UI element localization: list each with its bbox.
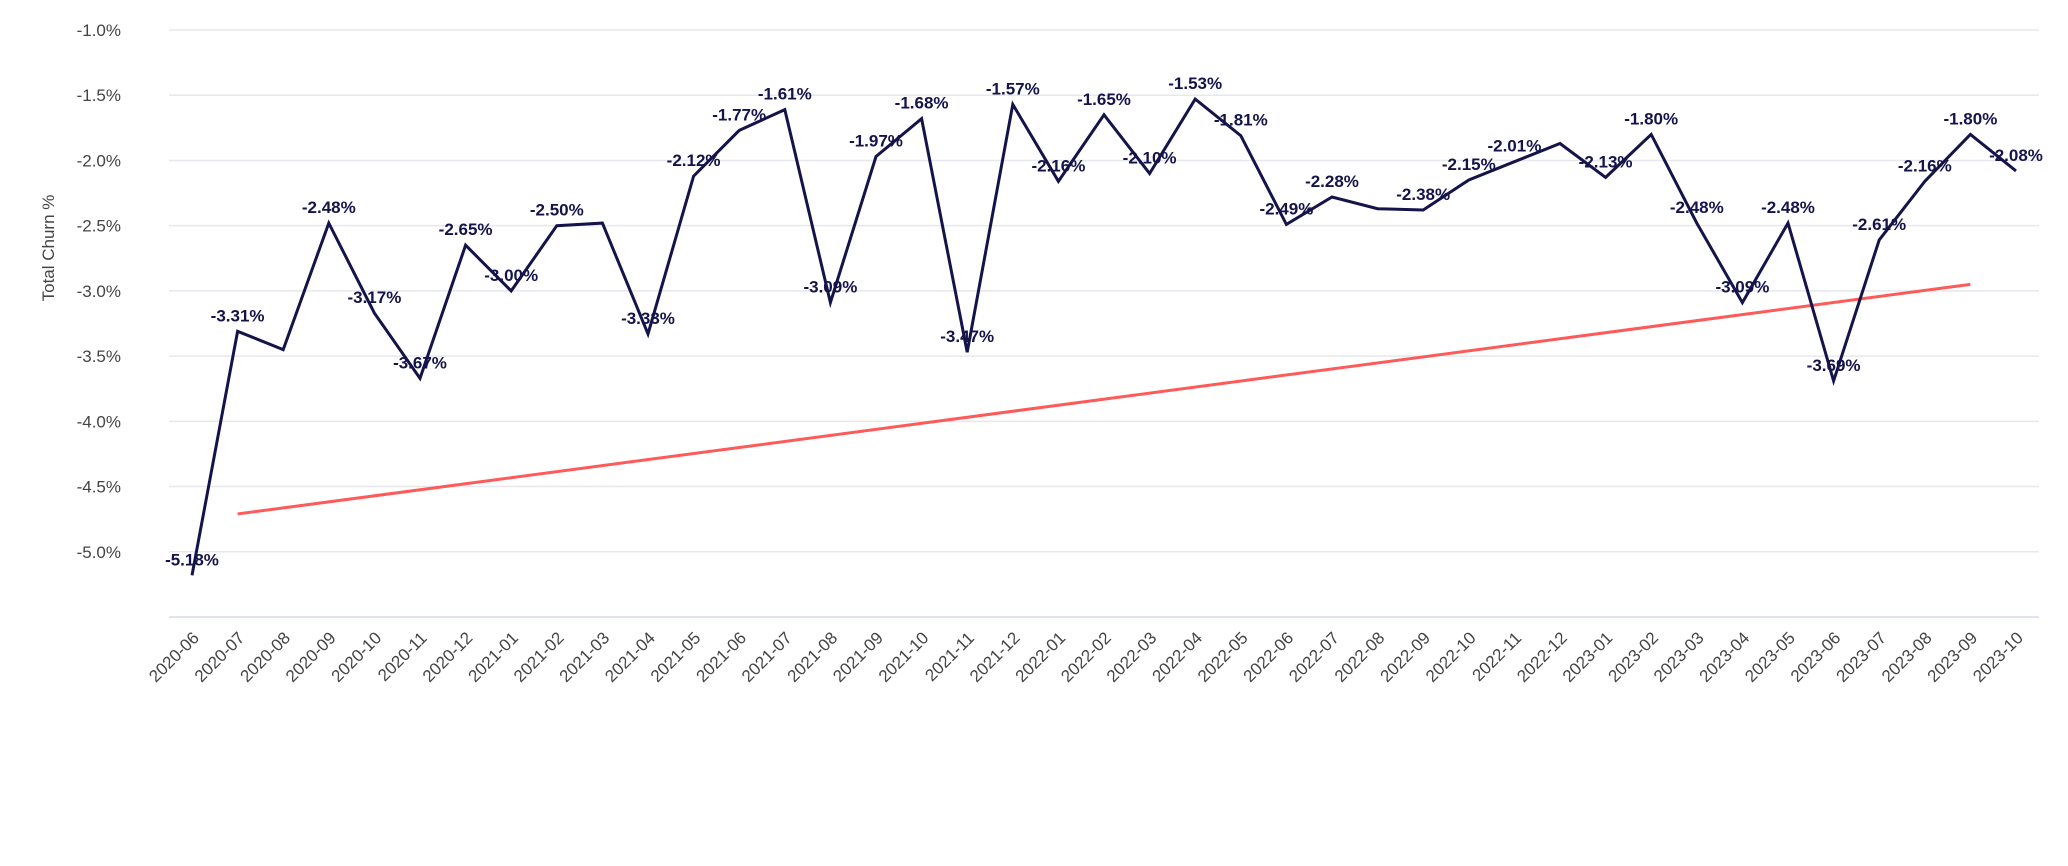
data-label: -3.67% [393, 353, 447, 372]
x-tick-label: 2022-05 [1194, 628, 1252, 686]
x-tick-label: 2021-03 [556, 628, 614, 686]
x-tick-label: 2021-02 [510, 628, 568, 686]
data-label: -1.97% [849, 132, 903, 151]
data-label: -2.48% [302, 198, 356, 217]
data-label: -3.09% [1715, 278, 1769, 297]
y-tick-label: -2.5% [77, 217, 121, 236]
data-label: -3.47% [940, 327, 994, 346]
data-label: -2.13% [1579, 152, 1633, 171]
trend-line-segment [237, 282, 1971, 516]
data-label: -1.57% [986, 79, 1040, 98]
x-tick-label: 2020-09 [282, 628, 340, 686]
x-tick-label: 2023-05 [1741, 628, 1799, 686]
x-tick-label: 2021-07 [738, 628, 796, 686]
x-tick-label: 2021-05 [647, 628, 705, 686]
x-tick-label: 2021-04 [601, 628, 659, 686]
x-tick-label: 2020-08 [236, 628, 294, 686]
x-tick-label: 2022-09 [1376, 628, 1434, 686]
x-tick-label: 2020-07 [191, 628, 249, 686]
x-tick-label: 2021-01 [464, 628, 522, 686]
data-label: -2.48% [1761, 198, 1815, 217]
x-tick-label: 2022-02 [1057, 628, 1115, 686]
data-label: -2.16% [1898, 156, 1952, 175]
x-tick-label: 2023-08 [1878, 628, 1936, 686]
data-label: -2.08% [1989, 146, 2043, 165]
data-label: -1.65% [1077, 90, 1131, 109]
x-tick-label: 2023-02 [1604, 628, 1662, 686]
data-label: -3.31% [211, 306, 265, 325]
data-label: -1.68% [895, 94, 949, 113]
x-tick-label: 2023-06 [1787, 628, 1845, 686]
x-tick-label: 2020-10 [328, 628, 386, 686]
data-label: -2.50% [530, 201, 584, 220]
data-label: -1.77% [712, 105, 766, 124]
x-tick-label: 2022-06 [1240, 628, 1298, 686]
x-tick-label: 2020-06 [145, 628, 203, 686]
x-tick-label: 2022-01 [1012, 628, 1070, 686]
x-tick-label: 2023-07 [1832, 628, 1890, 686]
x-tick-label: 2022-03 [1103, 628, 1161, 686]
data-label: -2.28% [1305, 172, 1359, 191]
data-label: -2.12% [667, 151, 721, 170]
data-label: -1.81% [1214, 111, 1268, 130]
churn-series [190, 96, 2017, 576]
x-tick-label: 2021-08 [784, 628, 842, 686]
data-labels: -5.18% -3.31% -2.48% -3.17% -3.67% -2.65% -3.0… [165, 74, 2043, 576]
data-label: -2.65% [439, 220, 493, 239]
y-axis-ticks: -1.0% -1.5% -2.0% -2.5% -3.0% -3.5% -4.0% -4.5%… [77, 21, 121, 562]
data-label: -2.61% [1852, 215, 1906, 234]
data-label: -3.33% [621, 309, 675, 328]
data-label: -1.61% [758, 85, 812, 104]
x-tick-label: 2022-04 [1148, 628, 1206, 686]
data-label: -2.38% [1396, 185, 1450, 204]
data-label: -2.10% [1123, 148, 1177, 167]
gridlines [169, 29, 2039, 553]
x-tick-label: 2023-10 [1969, 628, 2027, 686]
data-label: -2.49% [1259, 199, 1313, 218]
y-tick-label: -2.0% [77, 151, 121, 170]
data-label: -2.48% [1670, 198, 1724, 217]
y-axis-label: Total Churn % [39, 195, 58, 302]
data-label: -3.00% [484, 266, 538, 285]
data-label: -1.53% [1168, 74, 1222, 93]
x-tick-label: 2023-03 [1650, 628, 1708, 686]
data-label: -5.18% [165, 550, 219, 569]
data-label: -3.09% [803, 278, 857, 297]
y-tick-label: -1.5% [77, 86, 121, 105]
x-tick-label: 2021-06 [692, 628, 750, 686]
y-tick-label: -4.5% [77, 478, 121, 497]
trend-line [237, 282, 1971, 516]
data-label: -1.80% [1624, 109, 1678, 128]
data-label: -1.80% [1943, 109, 1997, 128]
x-tick-label: 2022-07 [1285, 628, 1343, 686]
data-label: -3.17% [347, 288, 401, 307]
x-tick-label: 2022-10 [1422, 628, 1480, 686]
data-label: -2.16% [1031, 156, 1085, 175]
data-label: -2.15% [1442, 155, 1496, 174]
x-tick-label: 2021-09 [829, 628, 887, 686]
x-tick-label: 2023-09 [1924, 628, 1982, 686]
y-tick-label: -3.5% [77, 347, 121, 366]
x-tick-label: 2020-12 [419, 628, 477, 686]
x-tick-label: 2023-04 [1696, 628, 1754, 686]
data-label: -3.69% [1807, 356, 1861, 375]
x-tick-label: 2021-10 [875, 628, 933, 686]
x-tick-label: 2022-08 [1331, 628, 1389, 686]
y-tick-label: -5.0% [77, 543, 121, 562]
x-tick-label: 2022-12 [1513, 628, 1571, 686]
churn-series-line [190, 96, 2017, 576]
x-tick-label: 2021-12 [966, 628, 1024, 686]
x-tick-label: 2023-01 [1559, 628, 1617, 686]
y-tick-label: -1.0% [77, 21, 121, 40]
data-label: -2.01% [1487, 137, 1541, 156]
y-tick-label: -3.0% [77, 282, 121, 301]
y-tick-label: -4.0% [77, 412, 121, 431]
